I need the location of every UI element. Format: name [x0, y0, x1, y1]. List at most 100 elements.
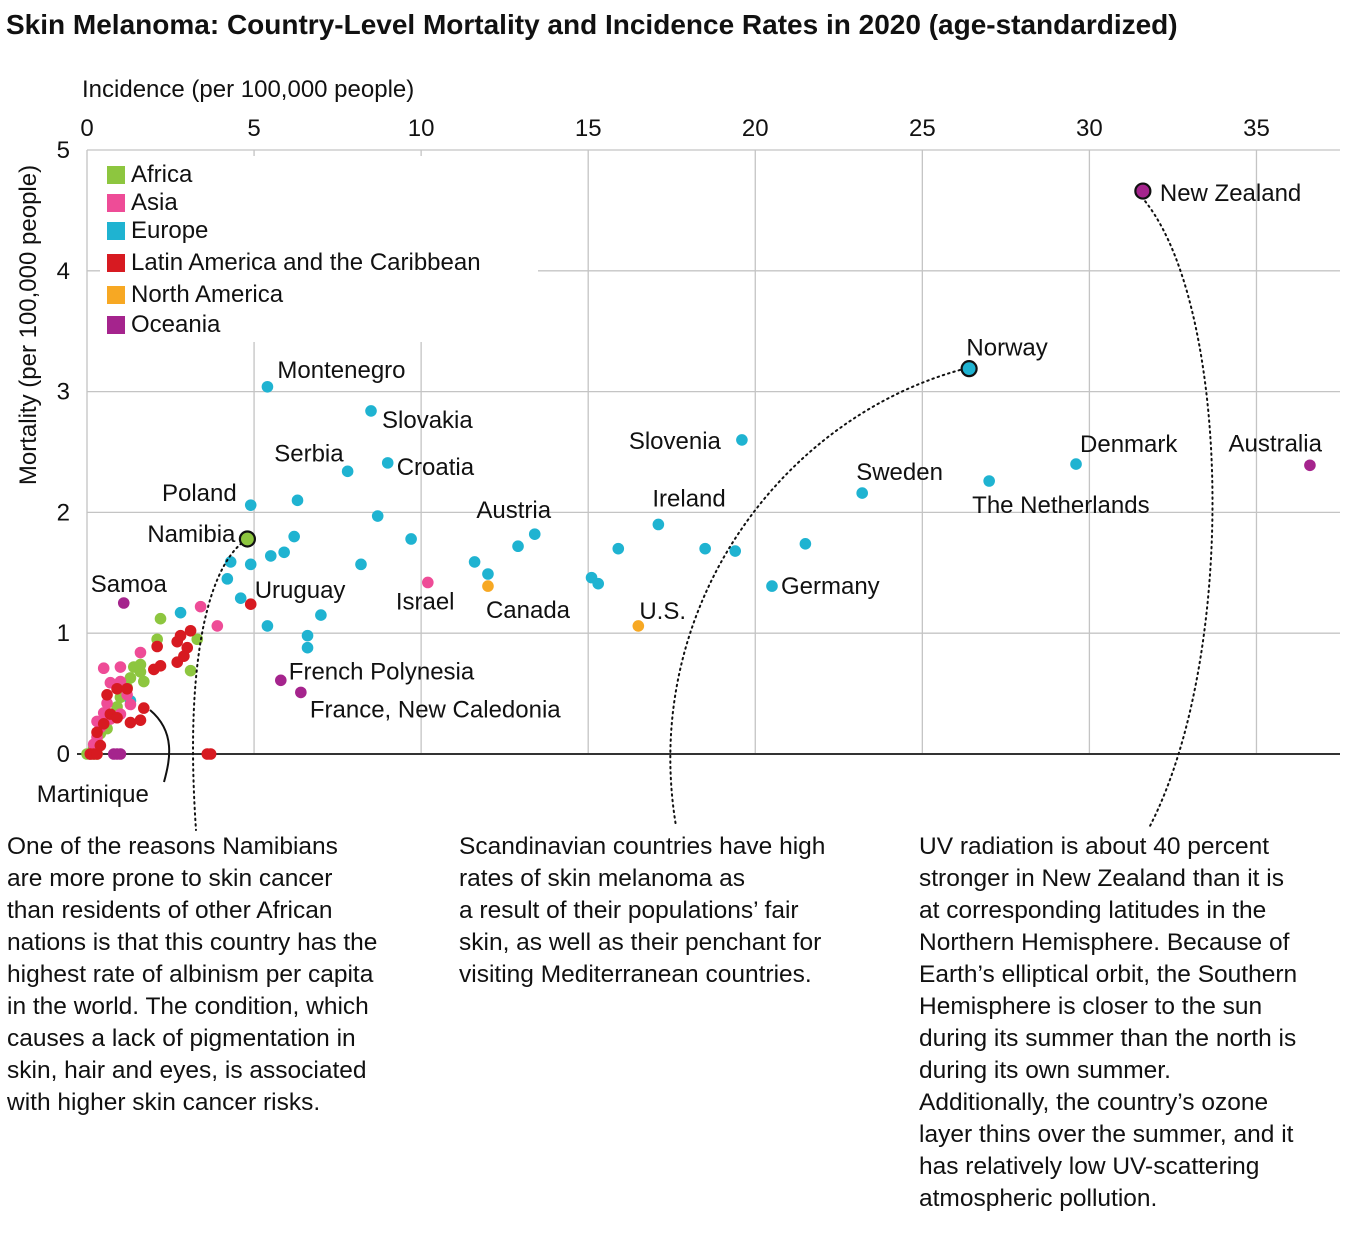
data-point: [97, 662, 110, 675]
data-point: [134, 646, 147, 659]
data-point: [315, 609, 327, 621]
data-point: [699, 542, 711, 555]
data-point: [181, 641, 194, 654]
data-point: [121, 682, 133, 695]
data-point: [244, 499, 257, 511]
point-label: Ireland: [652, 485, 725, 512]
data-point: [174, 606, 187, 619]
data-point: [101, 697, 113, 710]
note-line: highest rate of albinism per capita: [7, 961, 374, 988]
data-point: [151, 640, 163, 653]
legend-background: [100, 156, 538, 342]
data-point: [124, 698, 137, 711]
highlighted-point: [238, 530, 256, 548]
y-tick-label: 0: [57, 741, 70, 768]
data-point: [261, 620, 274, 632]
data-point: [134, 666, 147, 678]
namibia-leader: [192, 539, 247, 831]
highlighted-point: [1134, 182, 1152, 200]
data-point: [114, 661, 127, 673]
point-label: French Polynesia: [289, 658, 475, 685]
x-tick-label: 10: [408, 115, 435, 142]
data-point: [592, 577, 605, 590]
note-line: in the world. The condition, which: [7, 993, 369, 1020]
x-tick-label: 0: [80, 115, 93, 142]
legend-label: Latin America and the Caribbean: [131, 249, 481, 276]
note-line: Earth’s elliptical orbit, the Southern: [919, 961, 1298, 988]
point-label: France, New Caledonia: [310, 696, 561, 723]
data-point: [856, 487, 868, 499]
point-label: Poland: [162, 480, 237, 507]
data-point: [211, 620, 224, 632]
legend-swatch: [107, 286, 125, 304]
note-line: rates of skin melanoma as: [459, 865, 745, 892]
note-line: Northern Hemisphere. Because of: [919, 929, 1290, 956]
gridlines: [77, 149, 1340, 755]
point-label: Samoa: [91, 571, 168, 598]
note-line: a result of their populations’ fair: [459, 897, 799, 924]
y-tick-label: 1: [57, 620, 70, 647]
data-point: [295, 686, 307, 699]
data-point: [528, 528, 541, 540]
point-label: Denmark: [1080, 431, 1178, 458]
data-point: [111, 682, 123, 695]
data-point: [114, 748, 127, 760]
x-axis-label: Incidence (per 100,000 people): [82, 76, 414, 103]
data-point: [124, 672, 137, 684]
data-point: [134, 714, 147, 726]
data-point: [184, 664, 197, 677]
note-line: layer thins over the summer, and it: [919, 1121, 1294, 1148]
data-point: [154, 612, 167, 625]
data-point: [301, 641, 314, 654]
data-point: [371, 510, 384, 522]
data-point: [1304, 459, 1316, 472]
data-point: [1070, 458, 1082, 470]
data-points: [81, 380, 1316, 760]
data-point: [138, 702, 150, 714]
data-point: [729, 545, 742, 557]
x-tick-label: 30: [1076, 115, 1103, 142]
data-point: [422, 576, 434, 589]
note-namibia: One of the reasons Namibians are more pr…: [7, 831, 447, 1119]
data-point: [512, 540, 524, 553]
data-point: [194, 600, 207, 613]
data-point: [101, 689, 113, 701]
legend-label: Africa: [131, 161, 193, 188]
note-line: during its summer than the north is: [919, 1025, 1297, 1052]
data-point: [288, 530, 300, 543]
y-axis-label: Mortality (per 100,000 people): [15, 165, 42, 485]
data-point: [234, 592, 247, 604]
legend-swatch: [107, 222, 125, 240]
note-line: at corresponding latitudes in the: [919, 897, 1267, 924]
note-line: Scandinavian countries have high: [459, 833, 826, 860]
new-zealand-leader: [1137, 192, 1214, 827]
data-point: [154, 660, 167, 672]
note-line: atmospheric pollution.: [919, 1185, 1158, 1212]
point-label: New Zealand: [1160, 180, 1301, 207]
data-point: [301, 629, 314, 642]
note-scandinavia: Scandinavian countries have high rates o…: [459, 831, 899, 991]
martinique-leader: [149, 709, 171, 783]
data-point: [244, 598, 257, 611]
x-tick-label: 5: [247, 115, 260, 142]
point-labels: New Zealand Norway Namibia Montenegro Slovak…: [37, 180, 1323, 808]
data-point: [264, 550, 277, 562]
legend-swatch: [107, 316, 125, 334]
note-line: are more prone to skin cancer: [7, 865, 333, 892]
point-label: Montenegro: [277, 357, 405, 384]
legend-swatch: [107, 166, 125, 184]
data-point: [652, 518, 665, 531]
data-point: [341, 465, 354, 478]
point-label: The Netherlands: [972, 492, 1149, 519]
x-tick-label: 20: [742, 115, 769, 142]
data-point: [405, 533, 417, 545]
x-tick-label: 35: [1243, 115, 1270, 142]
data-point: [482, 568, 494, 580]
note-line: skin, hair and eyes, is associated: [7, 1057, 367, 1084]
note-line: during its own summer.: [919, 1057, 1171, 1084]
data-point: [111, 711, 123, 724]
point-label: Serbia: [274, 440, 344, 467]
norway-leader: [669, 369, 961, 827]
